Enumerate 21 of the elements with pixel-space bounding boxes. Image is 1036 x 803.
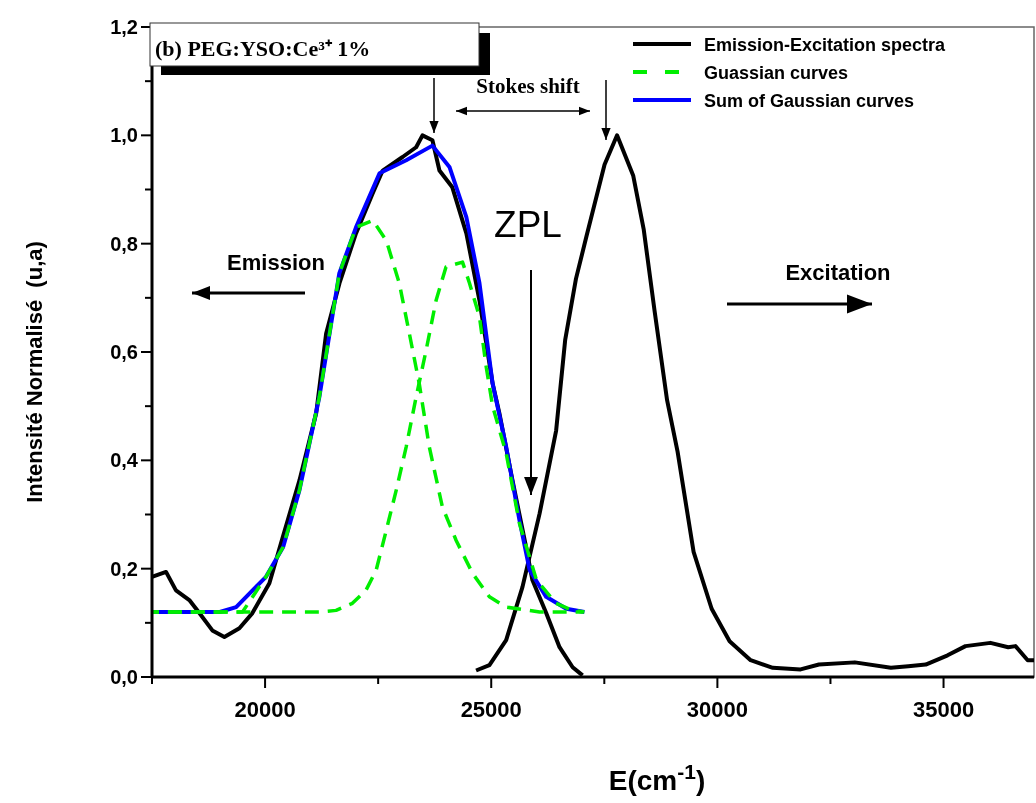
y-tick-label: 0,4 [110,449,139,472]
y-axis-title: Intensité Normalisé (u,a) [22,241,47,503]
annotation: Excitation [785,260,891,285]
legend-label: Guassian curves [704,63,849,83]
x-tick-label: 20000 [234,697,296,722]
legend-label: Emission-Excitation spectra [704,35,947,55]
chart-title: (b) PEG:YSO:Ce³⁺ 1% [155,36,371,61]
y-tick-label: 1,0 [110,124,138,147]
y-tick-label: 1,2 [110,16,138,38]
y-tick-label: 0,8 [110,232,138,255]
x-tick-label: 35000 [912,697,975,722]
x-axis-title: E(cm$^{-1}$) [608,759,706,796]
annotation: Stokes shift [476,74,580,98]
y-tick-label: 0,0 [110,666,138,688]
x-tick-label: 25000 [460,697,522,722]
x-tick-label: 30000 [686,697,748,722]
annotation: ZPL [494,204,562,245]
legend-label: Sum of Gaussian curves [704,91,915,111]
y-tick-label: 0,6 [110,341,138,363]
y-tick-label: 0,2 [110,557,138,580]
annotation: Emission [227,250,325,275]
